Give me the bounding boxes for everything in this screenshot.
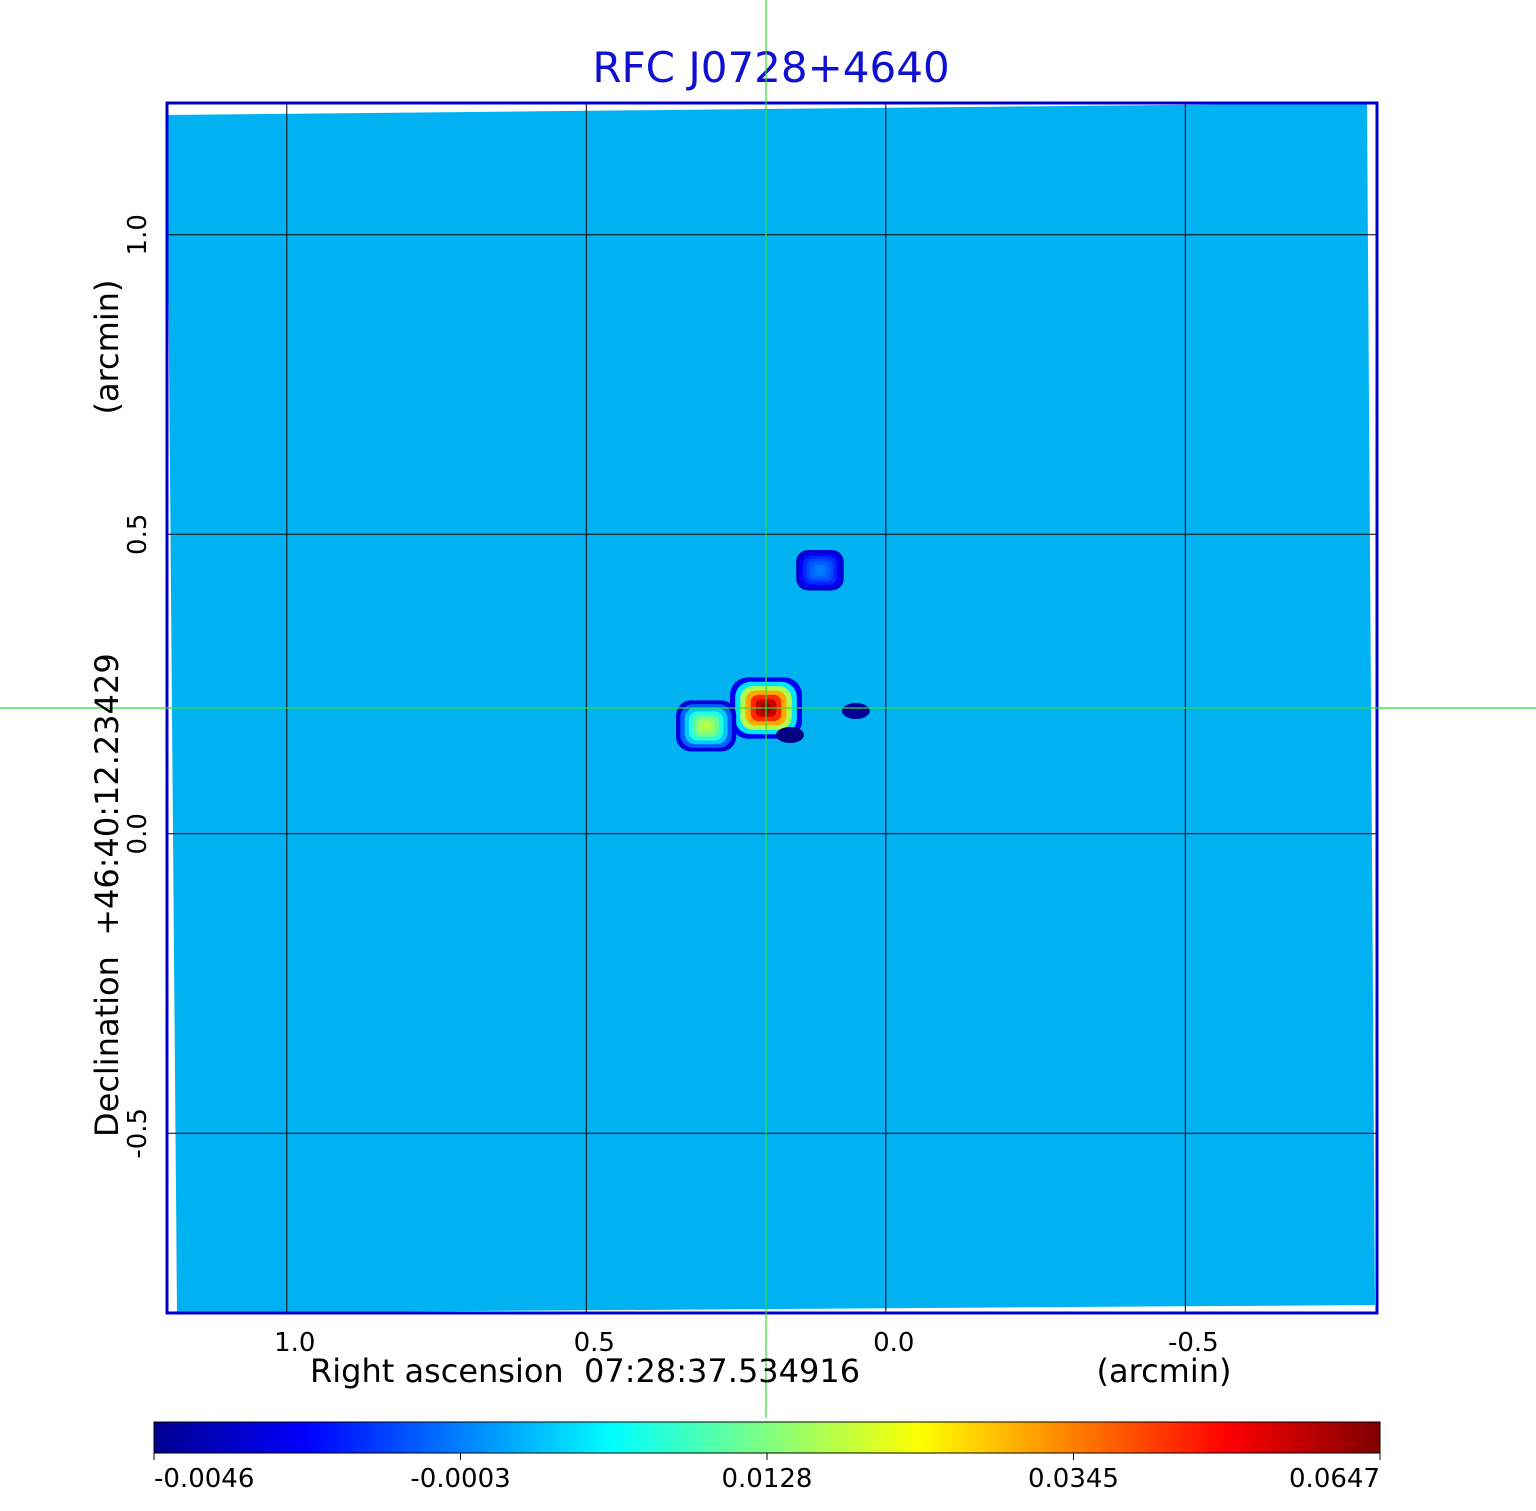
y-tick-label: 0.0 [123,813,153,854]
y-axis-label: Declination +46:40:12.23429 [88,653,126,1137]
y-tick-labels: 1.0 0.5 0.0 -0.5 [123,214,153,1159]
y-axis-unit: (arcmin) [88,280,126,415]
negative-feature-1 [775,726,804,743]
negative-feature-2 [841,702,870,719]
y-tick-label: -0.5 [123,1108,153,1159]
x-tick-label: 0.0 [873,1328,914,1358]
x-axis-unit: (arcmin) [1097,1352,1232,1390]
x-tick-label: 0.5 [574,1328,615,1358]
colorbar-tick-label: -0.0046 [154,1464,254,1494]
y-tick-label: 1.0 [123,214,153,255]
source-level [816,567,824,574]
source-2 [676,700,737,752]
x-axis-label: Right ascension 07:28:37.534916 [310,1352,860,1390]
x-tick-label: -0.5 [1168,1328,1219,1358]
colorbar-tick-label: 0.0647 [1289,1464,1380,1494]
x-tick-label: 1.0 [274,1328,315,1358]
colorbar [153,1421,1381,1454]
chart-title: RFC J0728+4640 [592,43,949,92]
colorbar-tick-label: 0.0345 [1028,1464,1119,1494]
source-level [701,722,711,730]
source-3 [796,550,844,591]
x-tick-labels: 1.0 0.5 0.0 -0.5 [274,1328,1219,1358]
grid-lines [167,103,1377,1313]
colorbar-tick-label: 0.0128 [722,1464,813,1494]
colorbar-tick-label: -0.0003 [410,1464,510,1494]
colorbar-ticks: -0.0046 -0.0003 0.0128 0.0345 0.0647 [153,1453,1381,1494]
y-tick-label: 0.5 [123,514,153,555]
